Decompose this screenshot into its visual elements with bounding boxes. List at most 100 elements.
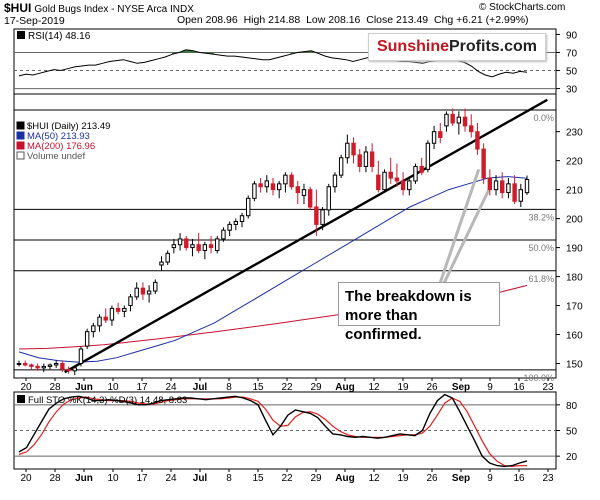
price-tick-label: 170	[566, 302, 583, 313]
sto-date-tick-label: 17	[136, 473, 148, 484]
candle-body	[146, 290, 152, 295]
sto-k-line	[18, 393, 528, 468]
legend-swatch	[16, 141, 25, 150]
sto-tick-label: 80	[566, 401, 578, 412]
candle-body	[506, 183, 511, 194]
fib-level-label: 0.0%	[533, 113, 554, 123]
fib-level-label: 61.8%	[528, 274, 554, 284]
candle-body	[97, 316, 102, 327]
price-tick-label: 210	[566, 186, 583, 197]
rsi-overbought-fill	[172, 49, 214, 55]
candle-body	[215, 238, 220, 251]
candle-body	[72, 367, 77, 372]
candle-body	[475, 131, 480, 150]
candle-body	[47, 364, 53, 367]
symbol: $HUI	[4, 1, 32, 15]
sto-date-tick-label: 9	[487, 473, 493, 484]
price-tick-label: 150	[566, 360, 583, 371]
candle-body	[320, 209, 325, 225]
candle-body	[109, 307, 115, 321]
candle-body	[351, 142, 356, 156]
source-credit: © StockCharts.com	[479, 2, 566, 13]
candle-body	[295, 186, 300, 194]
sto-date-tick-label: 19	[397, 473, 409, 484]
rsi-title: RSI(14) 48.16	[28, 31, 91, 42]
date-tick-label: Sep	[452, 382, 470, 393]
sto-date-tick-label: 23	[542, 473, 554, 484]
candle-body	[419, 165, 424, 173]
candle-body	[345, 142, 350, 159]
candle-body	[246, 197, 251, 217]
candle-body	[500, 180, 505, 194]
legend-entry: Volume undef	[27, 151, 85, 162]
candle-body	[450, 113, 455, 124]
sto-date-tick-label: 22	[281, 473, 293, 484]
candle-body	[153, 281, 158, 292]
candle-body	[227, 223, 232, 231]
candle-body	[103, 316, 108, 321]
fib-level-label: 100.0%	[523, 373, 554, 383]
ma50-line	[18, 176, 528, 363]
sto-date-tick-label: 24	[165, 473, 177, 484]
candle-body	[128, 296, 133, 307]
date-tick-label: 20	[20, 382, 32, 393]
candle-body	[493, 180, 499, 191]
support-trendline	[64, 98, 548, 374]
sto-date-tick-label: 20	[20, 473, 32, 484]
rsi-tick-label: 50	[566, 67, 578, 78]
change-value: +6.21 (+2.99%)	[456, 14, 529, 26]
low-label: Low	[306, 14, 326, 26]
candle-body	[357, 154, 362, 167]
candle-body	[177, 238, 183, 246]
candle-body	[270, 183, 276, 191]
candle-body	[332, 174, 338, 188]
date-tick-label: 24	[165, 382, 177, 393]
price-tick-label: 180	[566, 273, 583, 284]
candle-body	[289, 174, 294, 188]
candle-body	[221, 229, 226, 240]
candle-body	[140, 287, 146, 295]
date-tick-label: 28	[49, 382, 61, 393]
candle-body	[338, 157, 344, 176]
sto-date-tick-label: 8	[226, 473, 232, 484]
fib-level-label: 50.0%	[528, 243, 554, 253]
sto-date-tick-label: 15	[252, 473, 264, 484]
candle-body	[283, 174, 288, 185]
rsi-overbought-fill	[290, 50, 319, 55]
candle-body	[16, 363, 22, 366]
price-panel: 150 160 170 180 190 200 210 220 230 0.0% 38.2% 50.0…	[14, 98, 583, 383]
legend-swatch	[16, 151, 25, 160]
candle-body	[190, 244, 195, 249]
date-tick-label: 17	[136, 382, 148, 393]
price-tick-label: 160	[566, 331, 583, 342]
annotation-line-1: The breakdown is	[345, 288, 472, 305]
candle-body	[444, 113, 449, 127]
candle-body	[512, 183, 517, 202]
date-tick-label: 29	[310, 382, 322, 393]
candle-body	[425, 142, 431, 170]
header-row-1: $HUI Gold Bugs Index - NYSE Arca INDX	[4, 1, 194, 15]
legend-swatch	[16, 131, 25, 140]
candle-body	[78, 348, 84, 365]
candle-body	[469, 125, 474, 133]
close-label: Close	[366, 14, 394, 26]
price-tick-label: 200	[566, 215, 583, 226]
legend-swatch	[16, 121, 25, 130]
candle-body	[314, 206, 319, 225]
candle-body	[518, 189, 524, 202]
date-tick-label: Aug	[335, 382, 354, 393]
date-tick-label: 9	[487, 382, 493, 393]
sto-title: Full STO %K(14,3) %D(3) 14.48, 8.83	[28, 395, 187, 406]
sto-date-tick-label: 26	[426, 473, 438, 484]
price-tick-label: 220	[566, 157, 583, 168]
candle-body	[307, 189, 313, 208]
candle-body	[524, 179, 530, 194]
candle-body	[239, 215, 245, 223]
sto-date-tick-label: Jun	[75, 473, 93, 484]
candle-body	[165, 252, 170, 263]
candle-body	[382, 171, 387, 191]
sto-tick-label: 20	[566, 452, 578, 463]
rsi-tick-label: 90	[566, 30, 578, 41]
candle-body	[53, 363, 59, 366]
